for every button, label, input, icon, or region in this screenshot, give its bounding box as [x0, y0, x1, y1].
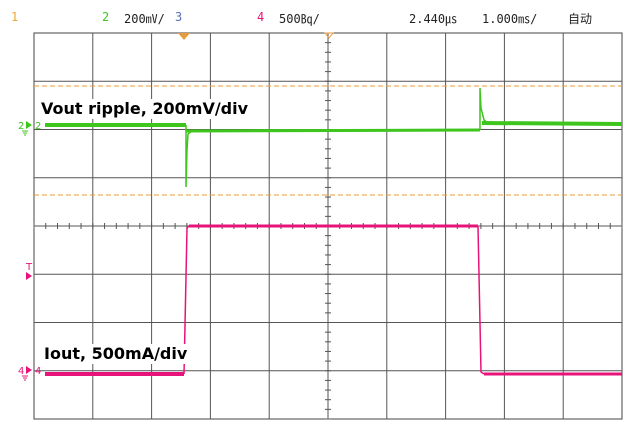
- trigger-time[interactable]: 2.440㎲: [409, 12, 458, 26]
- svg-text:4: 4: [35, 366, 41, 377]
- ch3-label[interactable]: 3: [175, 10, 183, 24]
- trigger-level-marker[interactable]: T: [25, 262, 33, 280]
- ch2-scale[interactable]: 200㎷/: [124, 12, 165, 26]
- ch4-scale[interactable]: 500㏃/: [279, 12, 320, 26]
- center-marker-icon: [323, 32, 335, 39]
- ch4-trace: [45, 224, 622, 376]
- svg-text:2: 2: [18, 121, 24, 132]
- iout-annotation: Iout, 500mA/div: [41, 344, 191, 364]
- svg-text:2: 2: [35, 121, 41, 132]
- trigger-position-triangle-icon[interactable]: [178, 33, 190, 40]
- ch4-label[interactable]: 4: [257, 10, 265, 24]
- vout-annotation: Vout ripple, 200mV/div: [38, 99, 252, 119]
- ch1-label[interactable]: 1: [11, 10, 19, 24]
- ch2-trace: [45, 87, 623, 188]
- svg-text:T: T: [25, 262, 33, 273]
- ch2-label[interactable]: 2: [102, 10, 110, 24]
- ch4-ground-marker[interactable]: 4 4: [18, 366, 41, 381]
- timebase[interactable]: 1.000㎳/: [482, 12, 538, 26]
- ch2-ground-marker[interactable]: 2 2: [18, 121, 41, 136]
- svg-text:4: 4: [18, 366, 24, 377]
- status-bar: 1 2 200㎷/ 3 4 500㏃/ 2.440㎲ 1.000㎳/ 自动: [0, 0, 624, 32]
- acquire-mode[interactable]: 自动: [568, 12, 593, 26]
